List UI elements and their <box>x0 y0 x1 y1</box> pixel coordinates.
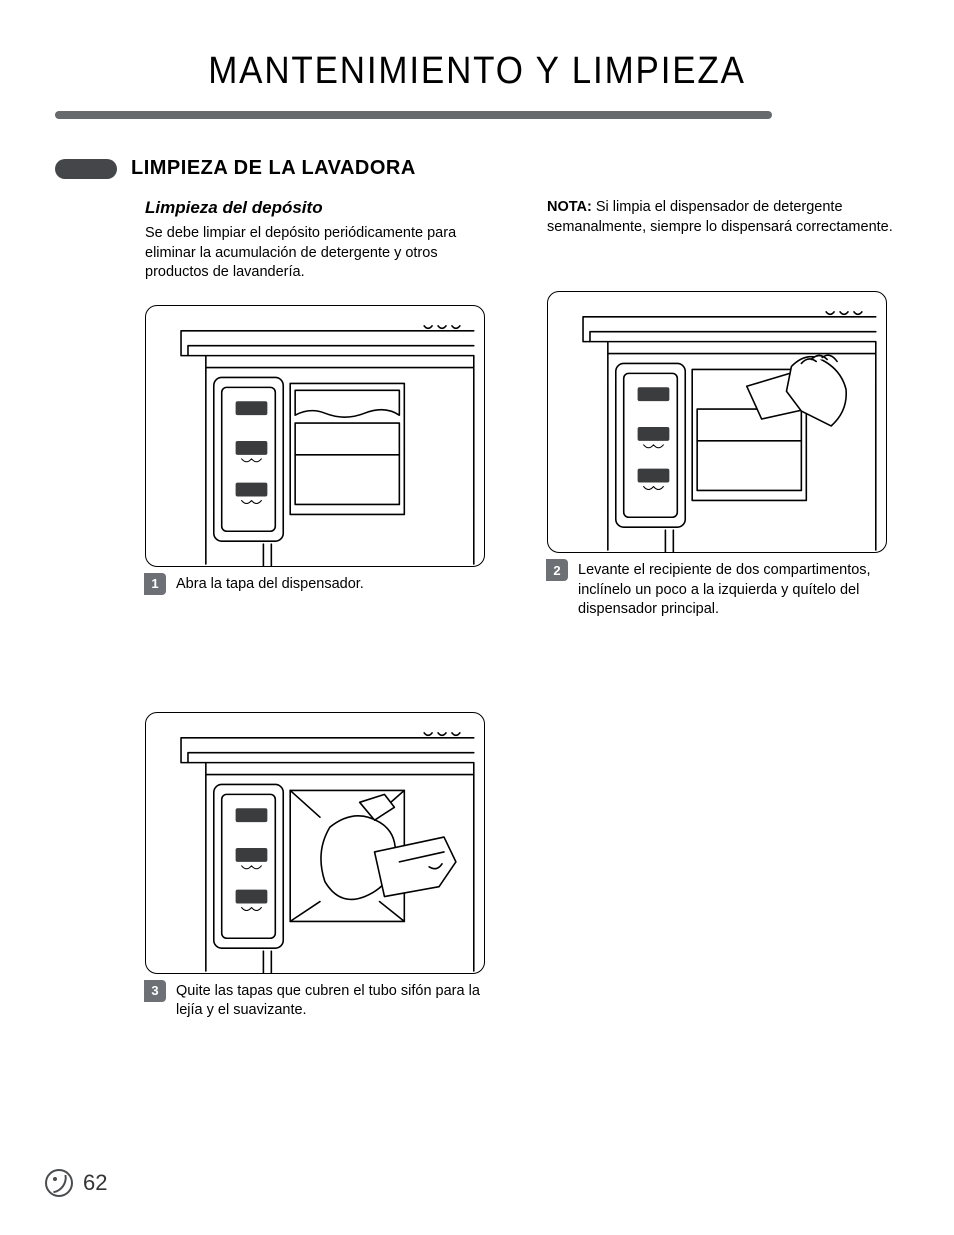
step-3-row: 3 Quite las tapas que cubren el tubo sif… <box>145 980 485 1021</box>
step-badge: 3 <box>144 980 166 1002</box>
dispenser-diagram-icon <box>146 306 484 566</box>
step-text: Quite las tapas que cubren el tubo sifón… <box>176 980 485 1021</box>
lg-logo-icon <box>45 1169 73 1197</box>
content-area: Limpieza del depósito Se debe limpiar el… <box>55 198 899 1021</box>
column-left: 3 Quite las tapas que cubren el tubo sif… <box>145 690 497 1021</box>
figure-step-1 <box>145 305 485 567</box>
section-header: LIMPIEZA DE LA LAVADORA <box>55 157 899 180</box>
step-text: Abra la tapa del dispensador. <box>176 573 364 595</box>
page-title: MANTENIMIENTO Y LIMPIEZA <box>89 50 865 93</box>
column-right-empty <box>547 690 899 1021</box>
dispenser-lift-diagram-icon <box>548 292 886 552</box>
step-2-row: 2 Levante el recipiente de dos compartim… <box>547 559 887 620</box>
columns-row-2: 3 Quite las tapas que cubren el tubo sif… <box>145 690 899 1021</box>
page-number: 62 <box>83 1170 107 1196</box>
section-bullet-icon <box>55 159 117 179</box>
note-body: Si limpia el dispensador de detergente s… <box>547 199 893 235</box>
page-footer: 62 <box>45 1169 107 1197</box>
step-badge: 2 <box>546 559 568 581</box>
intro-text: Se debe limpiar el depósito periódicamen… <box>145 224 497 283</box>
columns-row-1: Limpieza del depósito Se debe limpiar el… <box>145 198 899 620</box>
step-text: Levante el recipiente de dos compartimen… <box>578 559 887 620</box>
step-badge: 1 <box>144 573 166 595</box>
column-right: NOTA: Si limpia el dispensador de deterg… <box>547 198 899 620</box>
column-left: Limpieza del depósito Se debe limpiar el… <box>145 198 497 620</box>
step-1-row: 1 Abra la tapa del dispensador. <box>145 573 485 595</box>
dispenser-caps-diagram-icon <box>146 713 484 973</box>
figure-step-3 <box>145 712 485 974</box>
figure-step-2 <box>547 291 887 553</box>
note-text: NOTA: Si limpia el dispensador de deterg… <box>547 198 899 237</box>
subheading: Limpieza del depósito <box>145 198 497 218</box>
horizontal-rule <box>55 111 772 119</box>
note-label: NOTA: <box>547 199 592 215</box>
section-title: LIMPIEZA DE LA LAVADORA <box>131 157 416 180</box>
